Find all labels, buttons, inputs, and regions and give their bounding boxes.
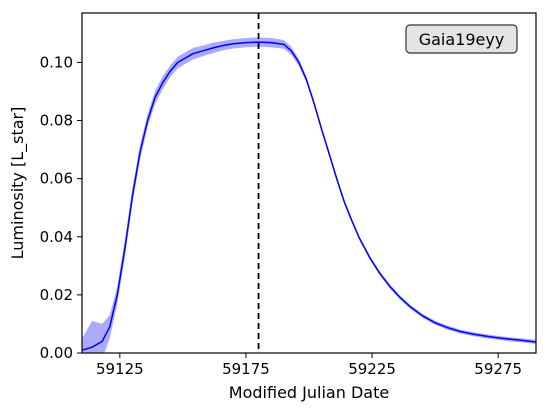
ticks-layer: 59125 59175 59225 59275 0.00 0.02 0.04 0.06 0.08… — [40, 53, 522, 378]
x-tick-label: 59175 — [222, 360, 270, 378]
y-axis-title: Luminosity [L_star] — [8, 107, 28, 260]
luminosity-line — [82, 41, 536, 351]
x-tick-label: 59275 — [474, 360, 522, 378]
x-axis-title: Modified Julian Date — [229, 383, 389, 402]
y-tick-label: 0.10 — [40, 53, 73, 71]
x-tick-label: 59125 — [96, 360, 144, 378]
y-tick-label: 0.06 — [40, 170, 73, 188]
object-name-badge: Gaia19eyy — [405, 24, 518, 54]
x-tick-label: 59225 — [348, 360, 396, 378]
y-tick-label: 0.02 — [40, 286, 73, 304]
y-tick-label: 0.08 — [40, 112, 73, 130]
y-tick-label: 0.04 — [40, 228, 73, 246]
y-tick-label: 0.00 — [40, 344, 73, 362]
badge-label: Gaia19eyy — [419, 30, 505, 49]
plot-frame — [81, 12, 537, 354]
plot-area — [82, 37, 536, 353]
badge-box — [405, 24, 518, 54]
